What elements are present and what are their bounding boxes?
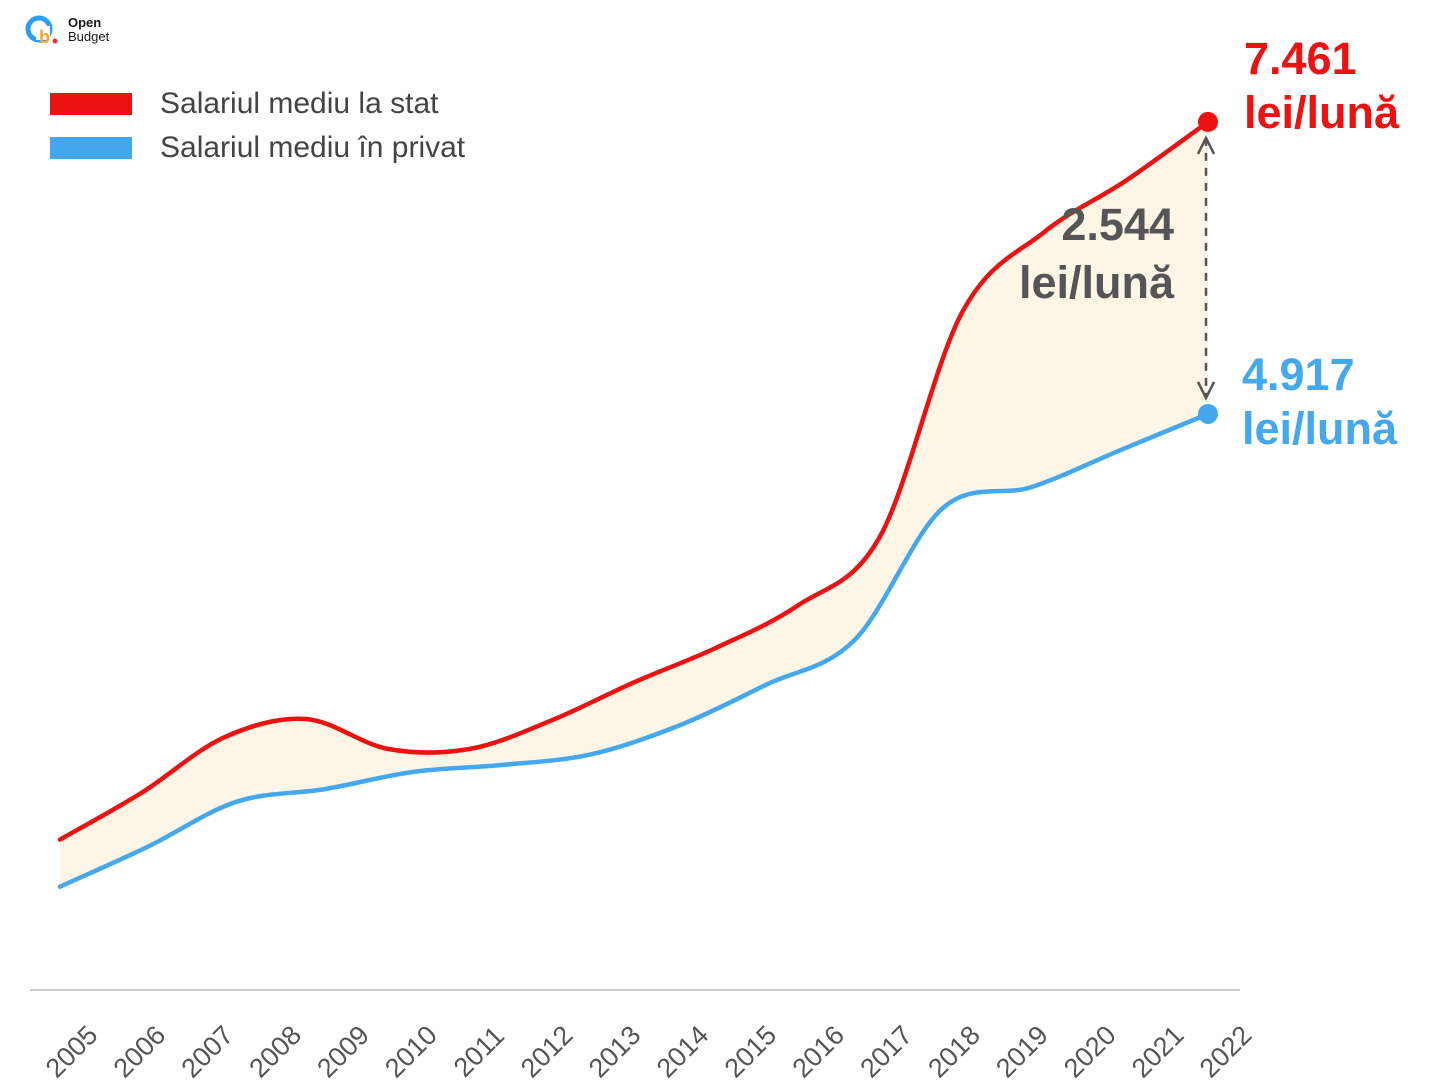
end-label-stat: 7.461 lei/lună bbox=[1244, 32, 1399, 140]
data-point-stat-13 bbox=[1124, 179, 1128, 183]
logo-line-2: Budget bbox=[68, 29, 110, 44]
x-tick-label: 2019 bbox=[990, 1020, 1054, 1084]
data-point-stat-0 bbox=[58, 838, 62, 842]
series-line-privat bbox=[57, 411, 1211, 889]
gap-unit: lei/lună bbox=[1018, 257, 1174, 308]
x-tick-label: 2020 bbox=[1058, 1020, 1122, 1084]
gap-area bbox=[60, 121, 1208, 887]
data-point-privat-2 bbox=[235, 800, 239, 804]
x-tick-label: 2012 bbox=[515, 1020, 579, 1084]
end-value-privat: 4.917 bbox=[1242, 349, 1355, 400]
data-point-privat-1 bbox=[146, 844, 150, 848]
x-tick-label: 2009 bbox=[311, 1020, 375, 1084]
data-point-privat-6 bbox=[588, 753, 592, 757]
legend-item-privat: Salariul mediu în privat bbox=[50, 126, 465, 170]
x-tick-label: 2017 bbox=[854, 1020, 918, 1084]
legend-swatch-stat bbox=[50, 93, 132, 115]
data-point-privat-10 bbox=[941, 506, 945, 510]
legend-item-stat: Salariul mediu la stat bbox=[50, 82, 465, 126]
data-point-stat-7 bbox=[632, 680, 636, 684]
data-point-privat-12 bbox=[1118, 448, 1122, 452]
logo-line-1: Open bbox=[68, 15, 102, 30]
x-tick-label: 2021 bbox=[1126, 1020, 1190, 1084]
data-point-stat-5 bbox=[468, 747, 472, 751]
legend-label-stat: Salariul mediu la stat bbox=[160, 87, 439, 120]
logo-icon: b bbox=[25, 15, 58, 47]
data-point-stat-1 bbox=[140, 791, 144, 795]
gap-arrow-head-up bbox=[1196, 135, 1216, 155]
end-point-privat bbox=[1198, 403, 1218, 424]
x-tick-label: 2008 bbox=[243, 1020, 307, 1084]
x-tick-label: 2022 bbox=[1194, 1020, 1258, 1084]
end-label-privat: 4.917 lei/lună bbox=[1242, 348, 1397, 456]
svg-text:b: b bbox=[39, 27, 50, 47]
data-point-stat-10 bbox=[878, 534, 882, 538]
data-point-privat-7 bbox=[676, 724, 680, 728]
data-point-stat-4 bbox=[386, 747, 390, 751]
data-point-privat-8 bbox=[764, 683, 768, 687]
x-tick-label: 2018 bbox=[922, 1020, 986, 1084]
gap-value: 2.544 bbox=[1061, 199, 1174, 250]
x-tick-labels: 2005 2006 2007 2008 2009 2010 2011 2012 2013 2014… bbox=[40, 1020, 1258, 1084]
x-tick-label: 2007 bbox=[176, 1020, 240, 1084]
data-point-stat-6 bbox=[550, 718, 554, 722]
data-point-stat-3 bbox=[304, 717, 308, 721]
data-point-privat-5 bbox=[500, 763, 504, 767]
legend-swatch-privat bbox=[50, 137, 132, 159]
data-point-privat-3 bbox=[323, 787, 327, 791]
x-tick-label: 2015 bbox=[719, 1020, 783, 1084]
data-point-stat-9 bbox=[796, 603, 800, 607]
data-point-privat-0 bbox=[58, 885, 62, 889]
end-unit-privat: lei/lună bbox=[1242, 403, 1398, 454]
end-value-stat: 7.461 bbox=[1244, 33, 1357, 84]
data-point-privat-4 bbox=[411, 770, 415, 774]
gap-arrow-head-down bbox=[1196, 381, 1216, 401]
x-tick-label: 2016 bbox=[786, 1020, 850, 1084]
end-unit-stat: lei/lună bbox=[1244, 87, 1400, 138]
data-point-stat-8 bbox=[714, 646, 718, 650]
gap-label: 2.544 lei/lună bbox=[960, 196, 1174, 312]
x-tick-label: 2011 bbox=[448, 1021, 510, 1083]
legend-label-privat: Salariul mediu în privat bbox=[160, 131, 466, 164]
logo-text: Open Budget bbox=[68, 16, 109, 44]
x-tick-label: 2005 bbox=[40, 1020, 104, 1084]
series-line-stat bbox=[57, 119, 1211, 842]
x-tick-label: 2014 bbox=[651, 1020, 715, 1084]
data-point-privat-9 bbox=[853, 638, 857, 642]
end-point-stat bbox=[1198, 111, 1218, 132]
data-point-privat-11 bbox=[1029, 485, 1033, 489]
x-tick-label: 2010 bbox=[379, 1020, 443, 1084]
legend: Salariul mediu la stat Salariul mediu în… bbox=[50, 82, 465, 170]
x-tick-label: 2006 bbox=[108, 1020, 172, 1084]
open-budget-logo: b Open Budget bbox=[22, 12, 142, 52]
x-tick-label: 2013 bbox=[583, 1020, 647, 1084]
data-point-stat-2 bbox=[222, 735, 226, 739]
